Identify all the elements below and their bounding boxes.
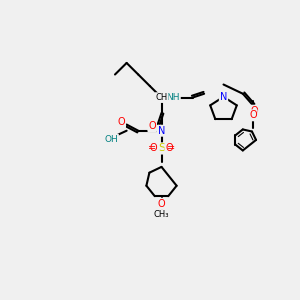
Text: N: N (158, 126, 165, 136)
Text: O: O (165, 143, 173, 153)
Text: O: O (251, 106, 258, 116)
Text: O: O (158, 199, 165, 209)
Text: S: S (158, 143, 165, 153)
Text: =: = (148, 143, 156, 153)
Text: N: N (220, 92, 227, 102)
Text: OH: OH (104, 135, 118, 144)
Text: O: O (249, 110, 257, 120)
Text: O: O (148, 121, 156, 131)
Text: CH₃: CH₃ (154, 210, 169, 219)
Text: CH: CH (155, 93, 168, 102)
Text: NH: NH (167, 93, 180, 102)
Text: O: O (117, 117, 125, 127)
Text: O: O (150, 143, 158, 153)
Text: =: = (167, 143, 175, 153)
